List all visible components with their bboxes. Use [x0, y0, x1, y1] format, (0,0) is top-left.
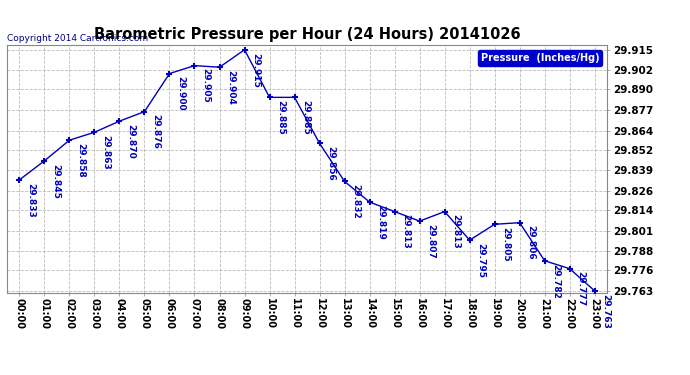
Text: 29.900: 29.900	[177, 76, 186, 111]
Text: 29.885: 29.885	[277, 100, 286, 135]
Text: 29.856: 29.856	[326, 146, 335, 181]
Text: 29.905: 29.905	[201, 68, 210, 103]
Legend: Pressure  (Inches/Hg): Pressure (Inches/Hg)	[478, 50, 602, 66]
Text: 29.807: 29.807	[426, 224, 435, 259]
Text: Copyright 2014 Cartronics.com: Copyright 2014 Cartronics.com	[7, 33, 148, 42]
Text: 29.858: 29.858	[77, 143, 86, 178]
Text: 29.806: 29.806	[526, 225, 535, 260]
Text: 29.763: 29.763	[602, 294, 611, 328]
Text: 29.805: 29.805	[502, 227, 511, 262]
Text: 29.870: 29.870	[126, 124, 135, 159]
Text: 29.915: 29.915	[251, 53, 260, 87]
Text: 29.885: 29.885	[302, 100, 310, 135]
Text: 29.904: 29.904	[226, 70, 235, 105]
Text: 29.777: 29.777	[577, 272, 586, 307]
Text: 29.832: 29.832	[351, 184, 360, 219]
Text: 29.845: 29.845	[51, 164, 60, 198]
Text: 29.782: 29.782	[551, 264, 560, 298]
Text: 29.819: 29.819	[377, 205, 386, 240]
Text: 29.833: 29.833	[26, 183, 35, 218]
Text: 29.813: 29.813	[451, 214, 460, 249]
Text: 29.863: 29.863	[101, 135, 110, 170]
Text: 29.876: 29.876	[151, 114, 160, 149]
Text: 29.795: 29.795	[477, 243, 486, 278]
Title: Barometric Pressure per Hour (24 Hours) 20141026: Barometric Pressure per Hour (24 Hours) …	[94, 27, 520, 42]
Text: 29.813: 29.813	[402, 214, 411, 249]
